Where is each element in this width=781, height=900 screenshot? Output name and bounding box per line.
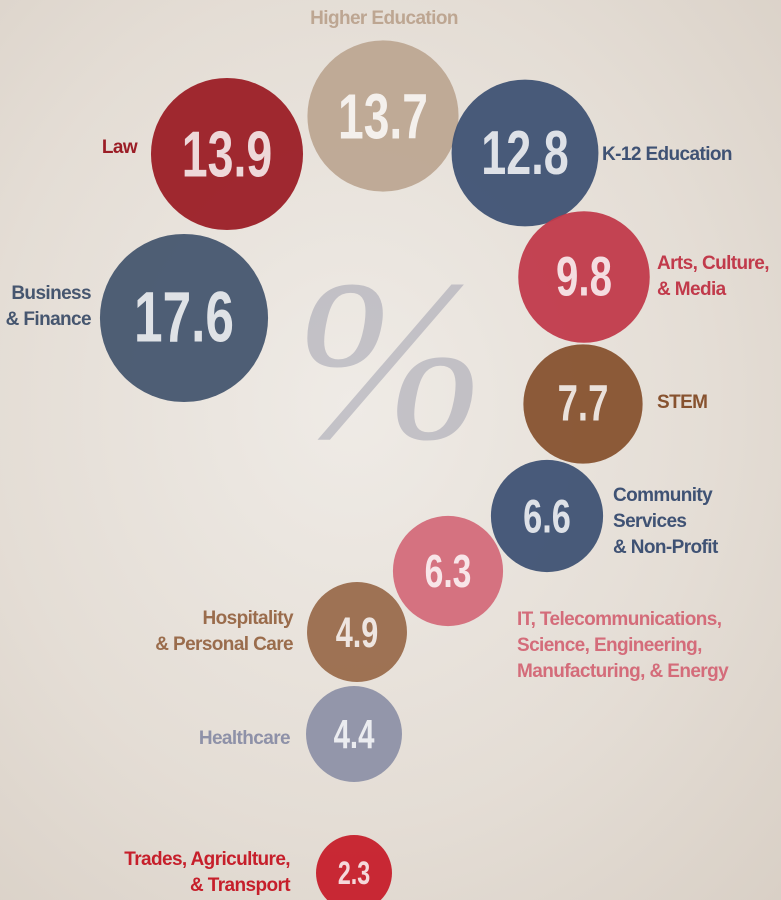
value-label: 13.9 <box>182 118 272 190</box>
value-label: 6.3 <box>425 545 472 598</box>
category-label: IT, Telecommunications, Science, Enginee… <box>517 607 728 685</box>
value-label: 17.6 <box>134 278 234 357</box>
category-label: STEM <box>657 390 707 416</box>
category-label: Hospitality & Personal Care <box>155 606 293 658</box>
category-label: Healthcare <box>199 726 290 752</box>
category-label: Community Services & Non-Profit <box>613 483 718 561</box>
percent-symbol: % <box>294 233 486 488</box>
category-label: Trades, Agriculture, & Transport <box>124 847 290 899</box>
value-label: 2.3 <box>338 855 370 891</box>
value-label: 13.7 <box>338 80 428 152</box>
value-label: 4.9 <box>336 608 379 656</box>
category-label: Higher Education <box>310 6 458 32</box>
value-label: 6.6 <box>523 489 571 543</box>
value-label: 7.7 <box>558 376 609 432</box>
value-label: 12.8 <box>481 118 568 188</box>
value-label: 9.8 <box>556 246 612 308</box>
category-label: Business & Finance <box>6 281 91 333</box>
category-label: Law <box>102 135 137 161</box>
infographic: % 13.913.712.817.69.87.76.66.34.94.42.3 … <box>0 0 781 900</box>
value-label: 4.4 <box>334 711 375 757</box>
category-label: K-12 Education <box>602 142 732 168</box>
category-label: Arts, Culture, & Media <box>657 251 769 303</box>
